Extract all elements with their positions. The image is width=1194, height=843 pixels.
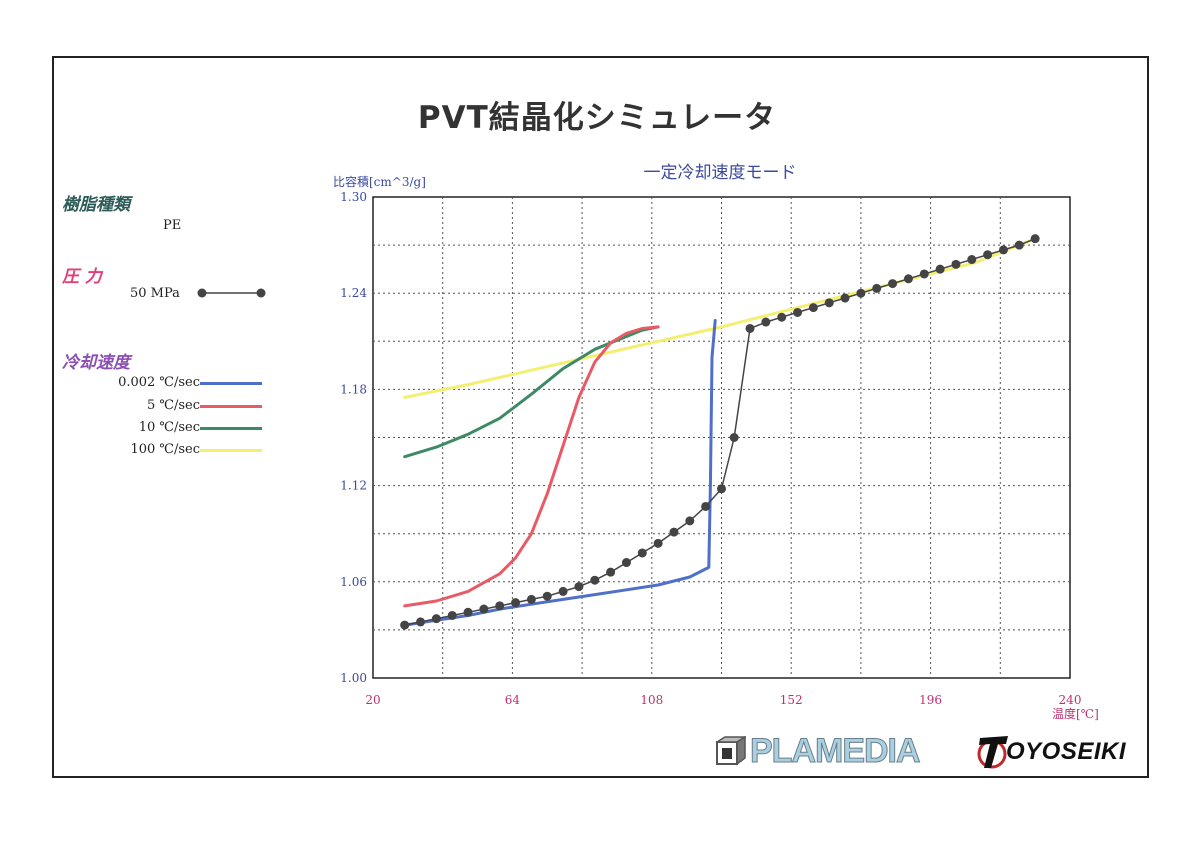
resin-type-value: PE xyxy=(163,218,182,233)
y-tick-label: 1.30 xyxy=(340,190,367,204)
x-tick-label: 20 xyxy=(365,693,380,707)
series-line-0-002-sec xyxy=(403,319,717,627)
series-point-50mpa xyxy=(621,558,631,568)
series-point-50mpa xyxy=(542,591,552,601)
x-tick-label: 240 xyxy=(1059,693,1082,707)
x-tick-label: 64 xyxy=(505,693,521,707)
series-point-50mpa xyxy=(717,484,726,494)
series-point-50mpa xyxy=(606,567,616,577)
x-axis-label: 温度[℃] xyxy=(1052,706,1099,721)
y-tick-label: 1.06 xyxy=(340,575,367,589)
series-point-50mpa xyxy=(558,586,568,596)
chart-title: 一定冷却速度モード xyxy=(644,163,797,183)
series-point-50mpa xyxy=(872,283,882,293)
series-point-50mpa xyxy=(1030,234,1040,244)
legend-swatch-100 xyxy=(200,449,262,452)
series-point-50mpa xyxy=(856,288,866,298)
series-point-50mpa xyxy=(526,594,536,604)
series-point-50mpa xyxy=(935,264,945,274)
y-axis-label: 比容積[cm^3/g] xyxy=(333,174,426,189)
toyoseiki-logo: OYOSEIKI xyxy=(976,732,1126,772)
page-frame xyxy=(52,56,1149,778)
pressure-heading: 圧 力 xyxy=(62,267,102,287)
series-point-50mpa xyxy=(793,307,803,317)
pressure-value: 50 MPa xyxy=(130,286,180,301)
series-point-50mpa xyxy=(685,516,695,526)
series-point-50mpa xyxy=(983,250,993,260)
x-tick-label: 196 xyxy=(919,693,942,707)
series-point-50mpa xyxy=(745,323,755,333)
series-point-50mpa xyxy=(653,538,663,548)
series-point-50mpa xyxy=(416,617,426,627)
series-point-50mpa xyxy=(574,582,584,592)
series-point-50mpa xyxy=(669,527,679,537)
toyoseiki-mark-icon xyxy=(976,734,1010,770)
series-point-50mpa xyxy=(447,610,457,620)
series-point-50mpa xyxy=(998,245,1008,255)
legend-swatch-10 xyxy=(200,427,262,430)
x-tick-label: 108 xyxy=(640,693,663,707)
resin-type-heading: 樹脂種類 xyxy=(62,195,130,215)
series-line-10-sec xyxy=(403,325,660,459)
series-point-50mpa xyxy=(479,604,489,614)
y-tick-label: 1.24 xyxy=(340,286,367,300)
series-point-50mpa xyxy=(824,298,834,308)
plamedia-logo: PLAMEDIA xyxy=(714,731,922,770)
legend-swatch-0002 xyxy=(200,382,262,385)
y-tick-label: 1.18 xyxy=(340,382,367,396)
series-point-50mpa xyxy=(637,548,647,558)
legend-label-5: 5 ℃/sec xyxy=(147,398,200,413)
legend-label-0002: 0.002 ℃/sec xyxy=(118,375,200,390)
series-point-50mpa xyxy=(431,614,441,624)
y-tick-label: 1.00 xyxy=(340,671,367,685)
series-point-50mpa xyxy=(951,259,961,269)
legend-swatch-5 xyxy=(200,405,262,408)
series-point-50mpa xyxy=(888,279,898,289)
series-point-50mpa xyxy=(729,433,739,442)
plamedia-cube-icon xyxy=(714,735,748,766)
series-point-50mpa xyxy=(967,255,977,265)
series-point-50mpa xyxy=(761,317,771,327)
series-point-50mpa xyxy=(511,598,521,608)
series-line-100-sec xyxy=(403,237,1037,399)
series-point-50mpa xyxy=(495,601,505,611)
series-point-50mpa xyxy=(840,293,850,303)
series-point-50mpa xyxy=(400,620,410,630)
series-point-50mpa xyxy=(590,575,600,585)
series-point-50mpa xyxy=(903,274,913,284)
legend-label-10: 10 ℃/sec xyxy=(138,420,200,435)
x-tick-label: 152 xyxy=(780,693,803,707)
series-point-50mpa xyxy=(919,269,929,279)
series-point-50mpa xyxy=(808,303,818,313)
y-tick-label: 1.12 xyxy=(340,479,367,493)
series-point-50mpa xyxy=(463,607,473,617)
series-point-50mpa xyxy=(701,501,711,511)
toyoseiki-logo-text: OYOSEIKI xyxy=(1006,738,1127,765)
series-point-50mpa xyxy=(777,312,787,322)
series-line-5-sec xyxy=(403,325,660,608)
page-title: PVT結晶化シミュレータ xyxy=(417,100,777,136)
series-point-50mpa xyxy=(1014,240,1024,250)
cooling-rate-heading: 冷却速度 xyxy=(62,353,130,373)
series-line-50mpa xyxy=(404,238,1036,626)
legend-label-100: 100 ℃/sec xyxy=(130,442,200,457)
plamedia-logo-text: PLAMEDIA xyxy=(750,731,922,770)
